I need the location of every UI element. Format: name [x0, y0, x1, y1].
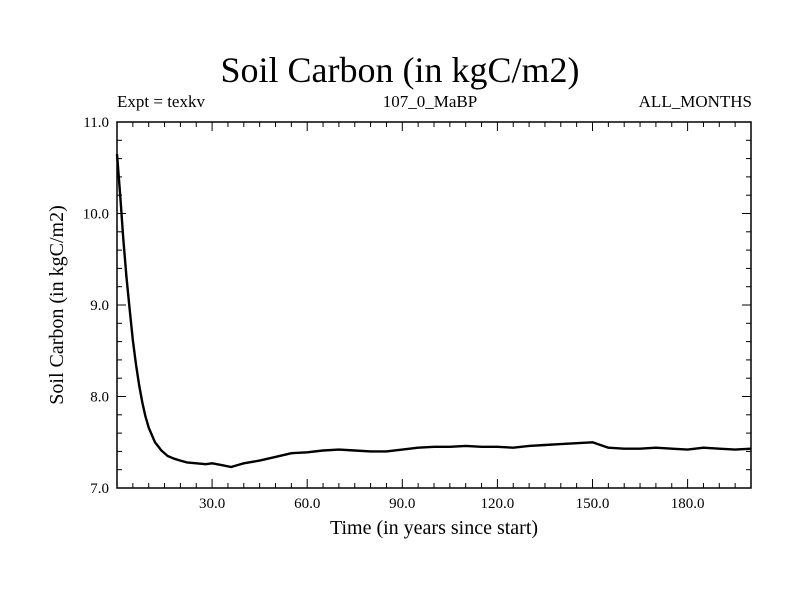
y-axis-label: Soil Carbon (in kgC/m2): [46, 205, 68, 404]
x-tick-label: 90.0: [389, 496, 415, 512]
x-tick-label: 180.0: [671, 496, 705, 512]
period-label: 107_0_MaBP: [382, 92, 478, 111]
x-tick-label: 30.0: [199, 496, 225, 512]
soil-carbon-line: [115, 153, 752, 469]
x-axis-label: Time (in years since start): [330, 517, 538, 539]
x-tick-label: 60.0: [294, 496, 320, 512]
y-tick-label: 7.0: [90, 481, 109, 497]
y-tick-label: 10.0: [83, 207, 109, 223]
axis-ticks: 30.0 60.0 90.0 120.0 150.0 180.0 7.0 8.0 9.0 10.0…: [83, 115, 751, 512]
experiment-label: Expt = texkv: [117, 92, 205, 111]
y-tick-label: 11.0: [83, 115, 109, 131]
x-tick-label: 150.0: [576, 496, 610, 512]
plot-frame: [116, 121, 752, 489]
y-tick-label: 9.0: [90, 298, 109, 314]
y-tick-label: 8.0: [90, 390, 109, 406]
months-label: ALL_MONTHS: [638, 92, 752, 111]
x-tick-label: 120.0: [481, 496, 515, 512]
series-group: [115, 153, 752, 469]
chart-title: Soil Carbon (in kgC/m2): [220, 50, 580, 90]
